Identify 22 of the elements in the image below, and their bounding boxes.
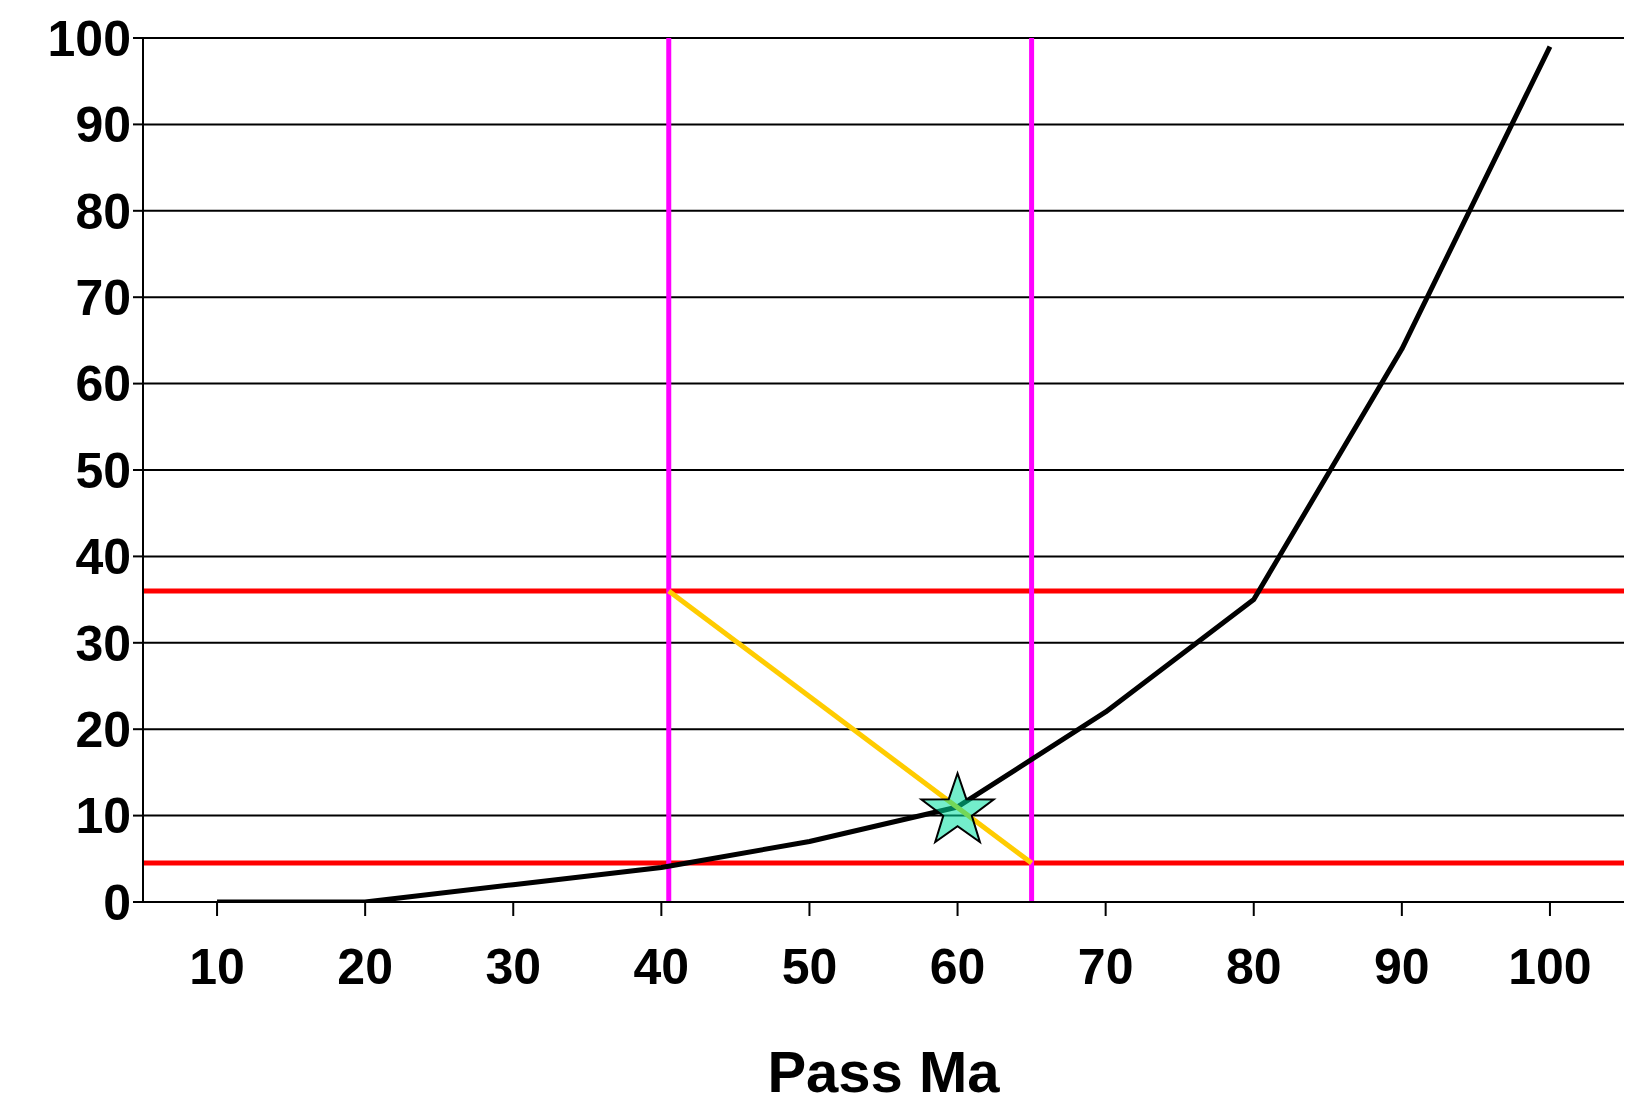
x-tick-label: 20 [337, 938, 393, 995]
y-tick-label: 0 [103, 874, 131, 931]
y-tick-label: 60 [75, 356, 131, 413]
x-tick-label: 40 [633, 938, 690, 995]
x-tick-label: 80 [1225, 938, 1282, 995]
x-tick-label: 50 [781, 938, 838, 995]
x-tick-label: 30 [485, 938, 542, 995]
x-tick-label: 70 [1077, 938, 1134, 995]
x-tick-label: 60 [929, 938, 986, 995]
y-tick-label: 20 [75, 701, 131, 758]
x-tick-label: 10 [189, 938, 245, 995]
y-tick-label: 100 [47, 10, 131, 67]
y-tick-label: 30 [75, 615, 131, 672]
x-tick-label: 90 [1374, 938, 1430, 995]
x-axis-title: Pass Ma [767, 1039, 1001, 1104]
y-tick-label: 70 [75, 269, 131, 326]
y-tick-label: 10 [75, 788, 131, 845]
x-tick-label: 100 [1508, 938, 1592, 995]
y-tick-label: 40 [75, 529, 131, 586]
y-tick-label: 90 [75, 97, 131, 154]
y-tick-label: 50 [75, 442, 131, 499]
y-tick-label: 80 [75, 183, 131, 240]
